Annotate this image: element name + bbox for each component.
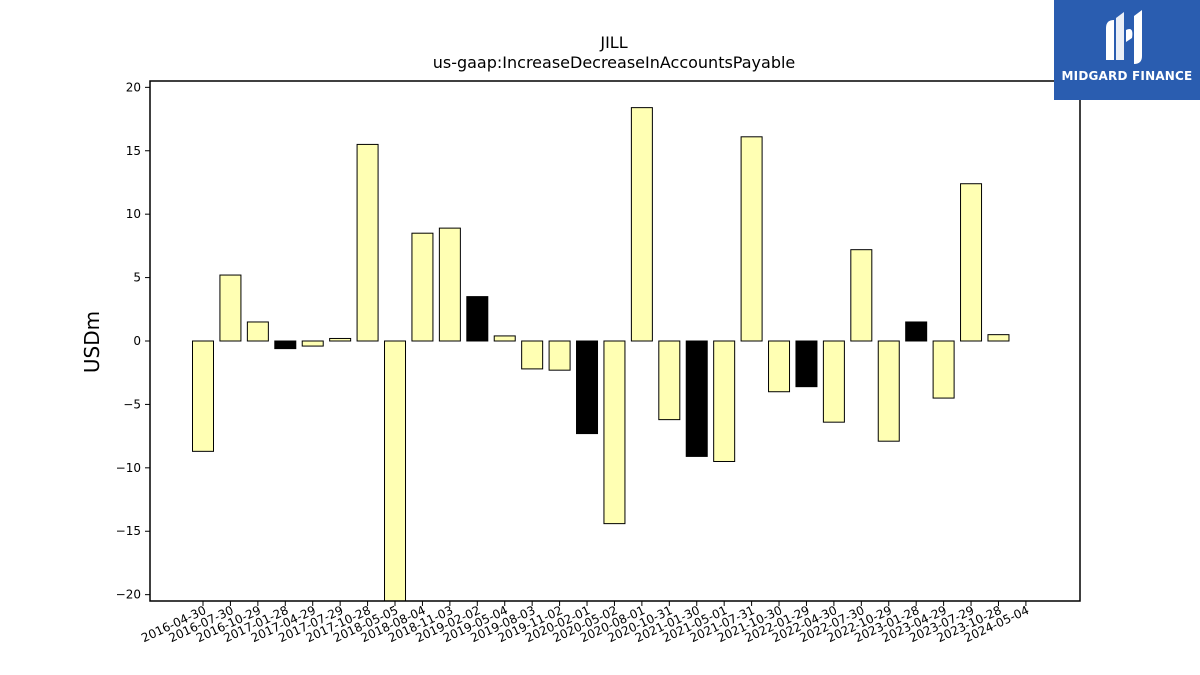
bar-2021-07-31 xyxy=(740,136,763,342)
y-tick-label: −5 xyxy=(123,397,141,411)
bar-2018-05-05 xyxy=(384,340,407,602)
bar-2023-04-29 xyxy=(932,340,955,399)
y-axis-label: USDm xyxy=(80,311,104,373)
bar-2023-01-28 xyxy=(905,321,928,342)
bar-2018-11-03 xyxy=(438,227,461,342)
bar-2022-04-30 xyxy=(822,340,845,423)
midgard-logo-icon xyxy=(1106,10,1142,64)
y-tick-label: 5 xyxy=(133,271,141,285)
bar-2023-07-29 xyxy=(960,183,983,342)
bar-2022-01-29 xyxy=(795,340,818,388)
bar-2022-07-30 xyxy=(850,249,873,342)
bar-2022-10-29 xyxy=(877,340,900,442)
bar-2017-01-28 xyxy=(274,340,297,350)
plot-area: −20−15−10−5051015202016-04-302016-07-302… xyxy=(116,80,1081,645)
bar-2020-05-02 xyxy=(603,340,626,525)
bar-2017-04-29 xyxy=(301,340,324,347)
bar-2016-04-30 xyxy=(192,340,214,452)
chart-title: JILL xyxy=(599,33,627,52)
y-tick-label: 10 xyxy=(126,207,141,221)
bar-2016-07-30 xyxy=(219,274,242,342)
bar-2021-10-30 xyxy=(768,340,791,393)
chart-subtitle: us-gaap:IncreaseDecreaseInAccountsPayabl… xyxy=(433,53,796,72)
bar-2021-01-30 xyxy=(685,340,708,457)
bar-2020-08-01 xyxy=(630,107,653,342)
y-tick-label: −15 xyxy=(116,524,141,538)
bar-2018-08-04 xyxy=(411,232,434,342)
y-tick-label: −10 xyxy=(116,461,141,475)
bar-2020-02-01 xyxy=(576,340,599,435)
y-tick-label: 15 xyxy=(126,144,141,158)
bar-2019-08-03 xyxy=(521,340,544,370)
bar-2019-05-04 xyxy=(493,335,516,342)
y-tick-label: −20 xyxy=(116,588,141,602)
bar-2017-07-29 xyxy=(329,337,352,342)
bar-2019-02-02 xyxy=(466,296,489,342)
y-tick-label: 20 xyxy=(126,80,141,94)
bar-2023-10-28 xyxy=(987,334,1010,342)
brand-name: MIDGARD FINANCE xyxy=(1061,69,1193,83)
bar-2016-10-29 xyxy=(246,321,269,342)
brand-logo: MIDGARD FINANCE xyxy=(1054,0,1200,100)
y-tick-label: 0 xyxy=(133,334,141,348)
bar-2020-10-31 xyxy=(658,340,681,421)
bar-2017-10-28 xyxy=(356,143,379,342)
bar-2019-11-02 xyxy=(548,340,571,371)
bar-2021-05-01 xyxy=(713,340,736,462)
plot-frame xyxy=(149,80,1081,602)
